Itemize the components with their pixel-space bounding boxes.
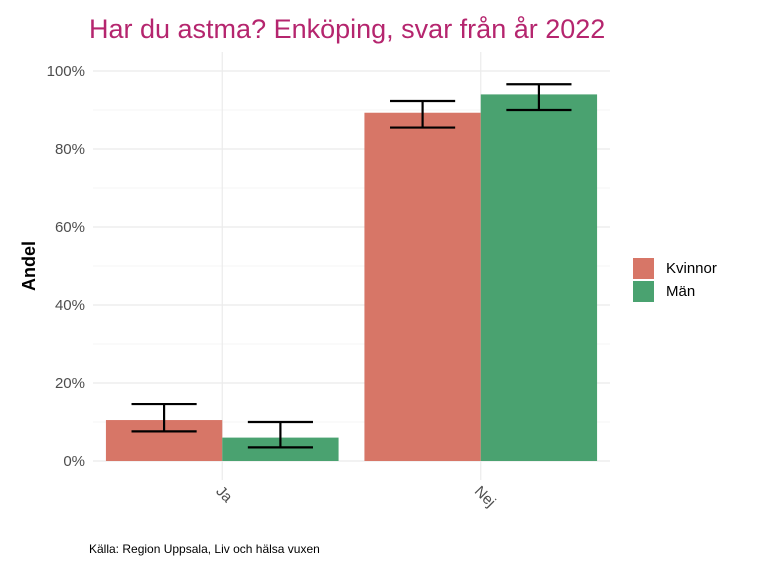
x-tick-label: Nej: [471, 483, 499, 511]
y-tick-labels: 0% 20% 40% 60% 80% 100%: [47, 63, 85, 470]
error-bar: [131, 402, 197, 433]
legend-key: [633, 281, 654, 302]
y-tick-label: 40%: [55, 297, 85, 314]
legend-label: Kvinnor: [666, 260, 717, 277]
error-bar: [390, 99, 456, 129]
y-tick-label: 80%: [55, 141, 85, 158]
legend-key: [633, 258, 654, 279]
y-tick-label: 60%: [55, 219, 85, 236]
bar-ja-1: [222, 437, 339, 461]
error-bar: [506, 83, 572, 112]
y-tick-label: 100%: [47, 63, 85, 80]
y-tick-label: 0%: [63, 453, 85, 470]
error-bar: [247, 420, 313, 449]
x-tick-labels: Ja Nej: [212, 483, 498, 511]
bar-nej-1: [480, 94, 598, 462]
bar-nej-0: [364, 112, 481, 461]
y-tick-label: 20%: [55, 375, 85, 392]
legend-label: Män: [666, 283, 695, 300]
chart-title: Har du astma? Enköping, svar från år 202…: [89, 14, 605, 44]
error-bars-layer: [131, 83, 572, 449]
legend: Kvinnor Män: [633, 258, 717, 302]
x-tick-label: Ja: [212, 483, 236, 507]
y-axis-title: Andel: [19, 241, 39, 291]
bars-layer: [105, 94, 598, 462]
chart-caption: Källa: Region Uppsala, Liv och hälsa vux…: [89, 542, 320, 556]
